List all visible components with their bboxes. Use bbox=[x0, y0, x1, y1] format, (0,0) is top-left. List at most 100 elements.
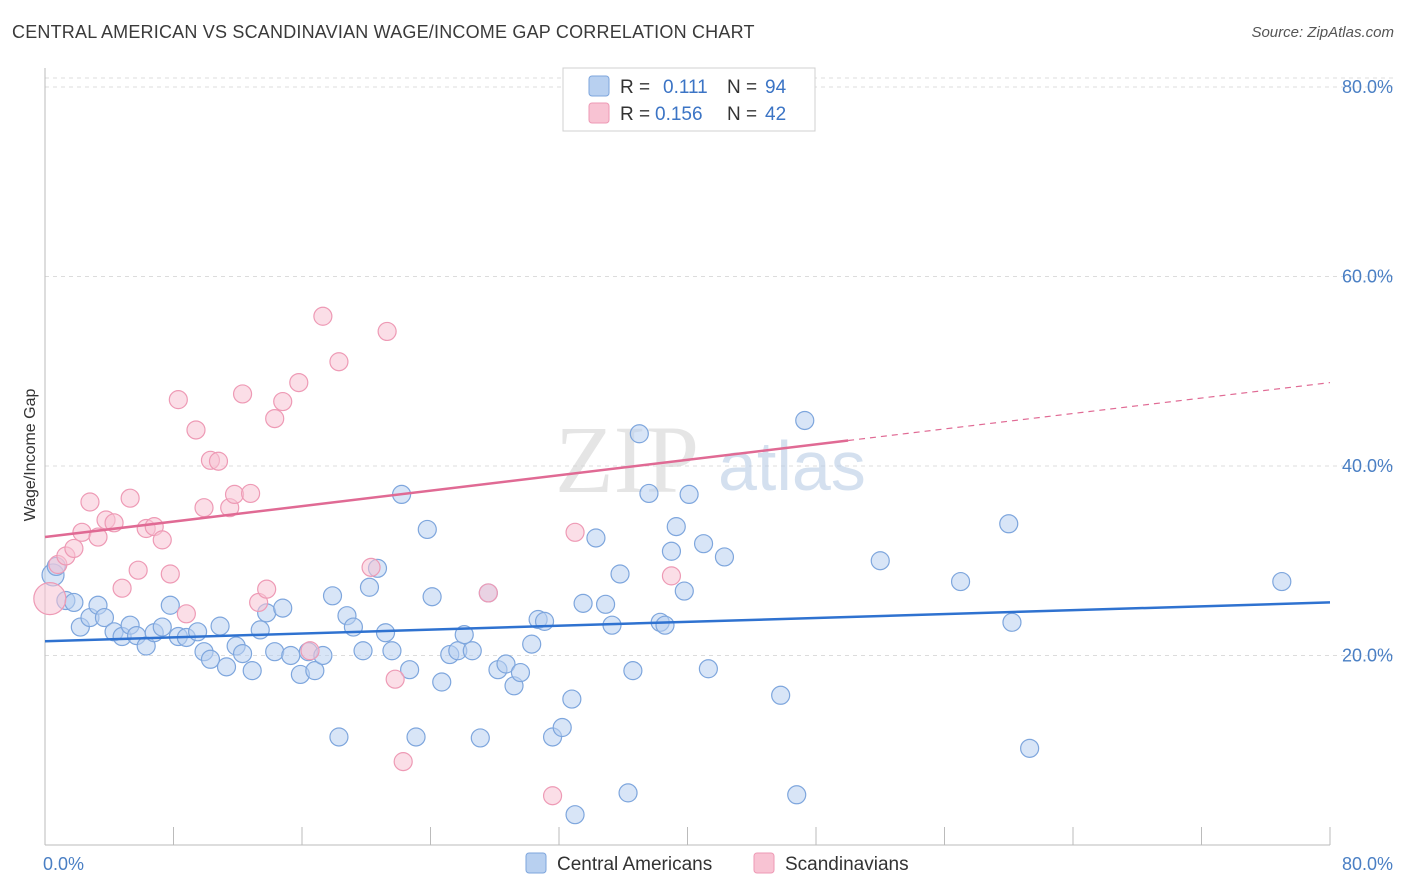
central-american-point-22 bbox=[232, 643, 253, 664]
scandinavian-point-35 bbox=[385, 669, 405, 689]
scandinavian-trend-line bbox=[44, 439, 849, 539]
central-american-point-44 bbox=[406, 727, 426, 747]
scandinavian-point-40 bbox=[661, 566, 682, 586]
watermark-zip: ZIP bbox=[555, 406, 699, 513]
central-american-point-75 bbox=[655, 615, 675, 635]
central-american-point-82 bbox=[714, 547, 735, 567]
central-american-point-58 bbox=[522, 634, 542, 654]
grid bbox=[45, 77, 1395, 656]
scandinavian-point-28 bbox=[265, 408, 285, 429]
legend-swatch-scandinavians bbox=[588, 102, 610, 124]
y-tick-label-1: 40.0% bbox=[1342, 456, 1393, 476]
scandinavian-point-32 bbox=[313, 306, 333, 326]
y-tick-label-2: 60.0% bbox=[1342, 266, 1393, 286]
central-american-point-64 bbox=[565, 805, 585, 825]
scandinavian-point-21 bbox=[208, 451, 229, 471]
central-american-point-62 bbox=[552, 717, 572, 738]
scandinavian-point-23 bbox=[224, 484, 245, 505]
x-tick-labels: 0.0% 80.0% bbox=[43, 854, 1393, 874]
legend-n-value-2: 42 bbox=[765, 104, 786, 125]
central-american-point-88 bbox=[999, 514, 1019, 534]
chart-source: Source: ZipAtlas.com bbox=[1251, 24, 1394, 41]
scandinavian-point-18 bbox=[186, 420, 206, 440]
central-american-point-47 bbox=[432, 672, 452, 692]
scandinavian-point-17 bbox=[176, 604, 196, 624]
central-american-point-28 bbox=[281, 645, 301, 666]
central-american-point-83 bbox=[771, 685, 791, 705]
central-american-point-37 bbox=[353, 641, 373, 661]
central-american-point-69 bbox=[610, 564, 630, 584]
bottom-legend: Central Americans Scandinavians bbox=[525, 852, 909, 875]
scandinavian-point-41 bbox=[565, 522, 585, 542]
central-american-point-50 bbox=[454, 625, 474, 645]
legend-n-label-1: N = bbox=[727, 77, 757, 98]
y-tick-labels: 20.0% 40.0% 60.0% 80.0% bbox=[1342, 77, 1393, 666]
central-american-point-72 bbox=[629, 424, 649, 444]
central-american-point-78 bbox=[674, 581, 694, 601]
scandinavian-point-16 bbox=[168, 390, 188, 410]
central-american-trend-line bbox=[44, 601, 1331, 643]
central-american-point-41 bbox=[382, 641, 402, 661]
central-american-point-73 bbox=[639, 483, 659, 504]
legend-swatch-central-americans bbox=[588, 75, 610, 97]
y-tick-label-3: 80.0% bbox=[1342, 77, 1393, 97]
central-american-point-93 bbox=[64, 592, 84, 613]
central-american-point-18 bbox=[200, 649, 221, 669]
central-american-point-12 bbox=[152, 617, 172, 637]
central-american-point-40 bbox=[375, 623, 396, 643]
scandinavian-point-38 bbox=[478, 583, 498, 603]
central-american-point-70 bbox=[618, 783, 638, 803]
central-american-point-85 bbox=[795, 410, 815, 431]
scandinavian-point-6 bbox=[88, 527, 108, 547]
scandinavian-point-36 bbox=[377, 321, 397, 342]
central-american-point-66 bbox=[586, 528, 606, 548]
central-american-point-77 bbox=[666, 517, 686, 537]
central-american-point-65 bbox=[573, 593, 593, 613]
scandinavian-point-33 bbox=[329, 352, 349, 372]
central-american-point-51 bbox=[462, 641, 482, 661]
x-tick-label-1: 80.0% bbox=[1342, 854, 1393, 874]
bottom-legend-central-americans: Central Americans bbox=[557, 854, 712, 875]
scandinavian-point-37 bbox=[393, 752, 413, 772]
y-axis-label: Wage/Income Gap bbox=[22, 389, 39, 522]
central-american-point-52 bbox=[470, 728, 490, 748]
central-american-point-34 bbox=[329, 727, 349, 747]
central-american-point-20 bbox=[216, 657, 237, 677]
scandinavian-point-5 bbox=[80, 492, 100, 512]
central-american-point-43 bbox=[400, 660, 420, 680]
scandinavian-point-24 bbox=[232, 384, 253, 404]
chart-title: CENTRAL AMERICAN VS SCANDINAVIAN WAGE/IN… bbox=[12, 22, 755, 42]
scandinavian-point-30 bbox=[289, 372, 309, 393]
central-american-point-55 bbox=[496, 654, 516, 674]
central-american-point-45 bbox=[417, 519, 437, 540]
central-american-point-87 bbox=[950, 571, 971, 592]
central-american-point-5 bbox=[94, 607, 115, 628]
central-american-point-71 bbox=[623, 661, 643, 681]
scandinavian-point-3 bbox=[64, 538, 84, 559]
bottom-legend-swatch-scandinavians bbox=[753, 852, 775, 874]
central-american-point-80 bbox=[698, 659, 718, 679]
central-american-point-46 bbox=[422, 587, 442, 607]
data-points bbox=[33, 306, 1292, 825]
central-american-point-81 bbox=[693, 534, 714, 554]
central-american-point-38 bbox=[359, 577, 380, 597]
x-tick-label-0: 0.0% bbox=[43, 854, 84, 874]
central-american-point-26 bbox=[273, 598, 293, 618]
trend-lines bbox=[44, 381, 1331, 643]
scandinavian-point-19 bbox=[194, 498, 214, 518]
scandinavian-point-10 bbox=[120, 488, 140, 508]
watermark-atlas: atlas bbox=[718, 427, 866, 505]
legend-r-label-1: R = bbox=[620, 77, 650, 98]
scandinavian-point-14 bbox=[152, 530, 172, 550]
scandinavian-point-29 bbox=[273, 391, 293, 412]
scandinavian-point-0 bbox=[33, 582, 67, 616]
axes bbox=[44, 68, 1331, 846]
scandinavian-point-31 bbox=[300, 641, 320, 661]
central-american-point-60 bbox=[534, 611, 555, 631]
central-american-point-23 bbox=[242, 661, 262, 681]
scandinavian-point-34 bbox=[361, 557, 381, 577]
central-american-point-33 bbox=[322, 586, 343, 606]
scandinavian-point-9 bbox=[112, 578, 132, 598]
legend-n-value-1: 94 bbox=[765, 77, 787, 98]
